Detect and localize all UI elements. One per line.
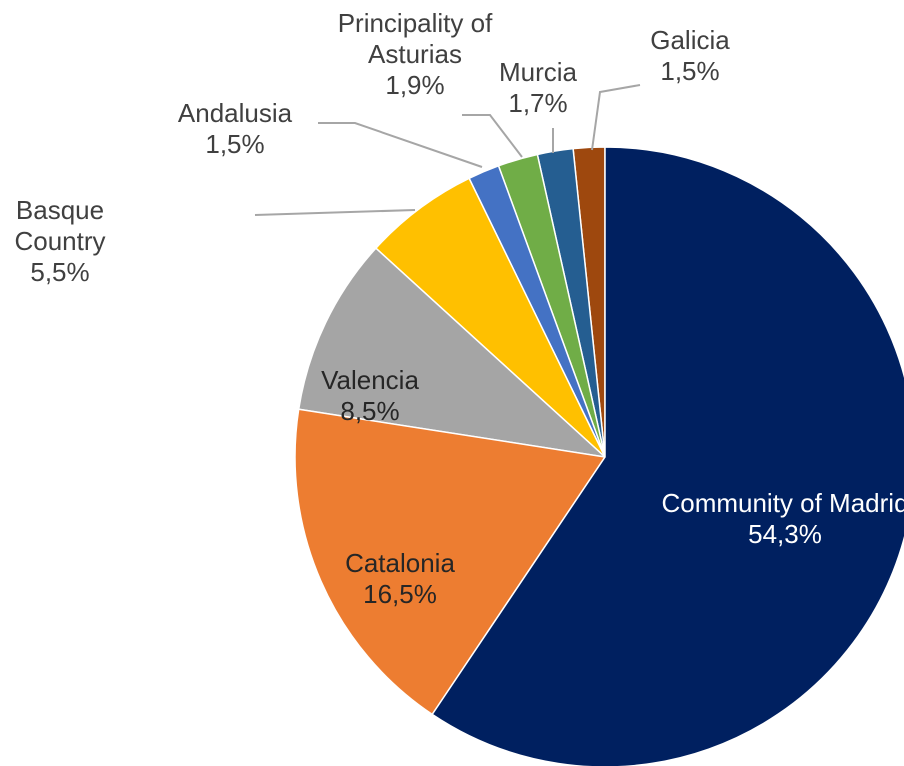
value-label: 1,7%	[508, 88, 568, 118]
value-label: 1,5%	[660, 56, 720, 86]
category-label: Murcia	[498, 57, 577, 87]
value-label: 54,3%	[748, 519, 822, 549]
category-label: Catalonia	[345, 548, 455, 578]
category-label: Andalusia	[177, 98, 293, 128]
leader-line	[462, 114, 523, 158]
category-label: Principality of Asturias	[337, 8, 493, 69]
data-label: Andalusia 1,5%	[140, 98, 330, 160]
value-label: 1,9%	[385, 70, 445, 100]
pie-slice	[431, 146, 904, 766]
leader-line	[318, 122, 483, 168]
data-label: Murcia 1,7%	[478, 57, 598, 119]
leader-line	[591, 84, 641, 151]
category-label: Basque Country	[14, 195, 106, 256]
leader-line	[254, 209, 416, 216]
value-label: 5,5%	[30, 257, 90, 287]
data-label: Community of Madrid 54,3%	[660, 488, 904, 550]
value-label: 16,5%	[363, 579, 437, 609]
data-label: Principality of Asturias 1,9%	[290, 8, 540, 101]
data-label: Galicia 1,5%	[620, 25, 760, 87]
value-label: 1,5%	[205, 129, 265, 159]
category-label: Valencia	[321, 365, 419, 395]
data-label: Catalonia 16,5%	[300, 548, 500, 610]
data-label: Valencia 8,5%	[270, 365, 470, 427]
category-label: Community of Madrid	[661, 488, 904, 518]
data-label: Basque Country 5,5%	[0, 195, 125, 288]
category-label: Galicia	[650, 25, 730, 55]
value-label: 8,5%	[340, 396, 400, 426]
pie-slice	[294, 408, 607, 716]
pie-slice	[297, 247, 608, 459]
leader-lines	[254, 84, 641, 216]
